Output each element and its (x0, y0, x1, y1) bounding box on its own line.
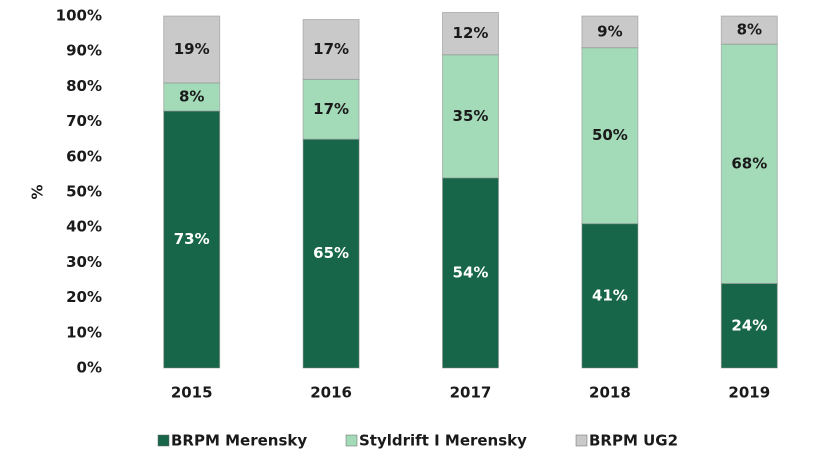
data-label: 8% (737, 21, 762, 39)
y-tick-label: 40% (66, 218, 102, 236)
y-tick-label: 100% (56, 7, 102, 25)
bar-segment (720, 283, 778, 369)
y-tick-label: 70% (66, 112, 102, 130)
legend-label: BRPM Merensky (171, 432, 307, 450)
data-label: 73% (174, 230, 210, 248)
data-label: 54% (453, 263, 489, 281)
y-axis-label: % (29, 184, 47, 199)
legend-label: BRPM UG2 (589, 432, 678, 450)
bar-segment (302, 138, 360, 369)
bar-segment (163, 82, 221, 112)
x-tick-label: 2019 (728, 384, 770, 402)
legend-label: Styldrift I Merensky (359, 432, 527, 450)
data-label: 12% (453, 24, 489, 42)
y-tick-label: 50% (66, 183, 102, 201)
data-label: 68% (731, 154, 767, 172)
data-label: 17% (313, 100, 349, 118)
bar-segment (720, 15, 778, 45)
x-tick-label: 2017 (450, 384, 492, 402)
y-tick-label: 80% (66, 77, 102, 95)
data-label: 35% (453, 107, 489, 125)
x-tick-label: 2018 (589, 384, 631, 402)
data-label: 8% (179, 87, 204, 105)
bar-segment (581, 15, 639, 49)
data-label: 17% (313, 40, 349, 58)
x-tick-label: 2016 (310, 384, 352, 402)
data-label: 50% (592, 126, 628, 144)
data-label: 65% (313, 244, 349, 262)
x-tick-label: 2015 (171, 384, 213, 402)
data-label: 9% (597, 22, 622, 40)
bar-segment (442, 54, 499, 179)
bar-segment (302, 78, 360, 140)
legend-swatch (575, 434, 588, 447)
data-label: 41% (592, 286, 628, 304)
y-tick-label: 30% (66, 253, 102, 271)
legend-swatch (157, 434, 170, 447)
y-tick-label: 90% (66, 42, 102, 60)
bar-segment (302, 19, 360, 80)
data-label: 24% (731, 316, 767, 334)
bar-segment (163, 15, 221, 84)
y-tick-label: 0% (77, 359, 102, 377)
bar-segment (163, 110, 221, 369)
bar-segment (581, 223, 639, 369)
bar-segment (442, 11, 499, 56)
y-tick-label: 20% (66, 288, 102, 306)
data-label: 19% (174, 40, 210, 58)
legend-swatch (345, 434, 358, 447)
y-tick-label: 60% (66, 147, 102, 165)
bar-segment (581, 47, 639, 225)
y-tick-label: 10% (66, 323, 102, 341)
